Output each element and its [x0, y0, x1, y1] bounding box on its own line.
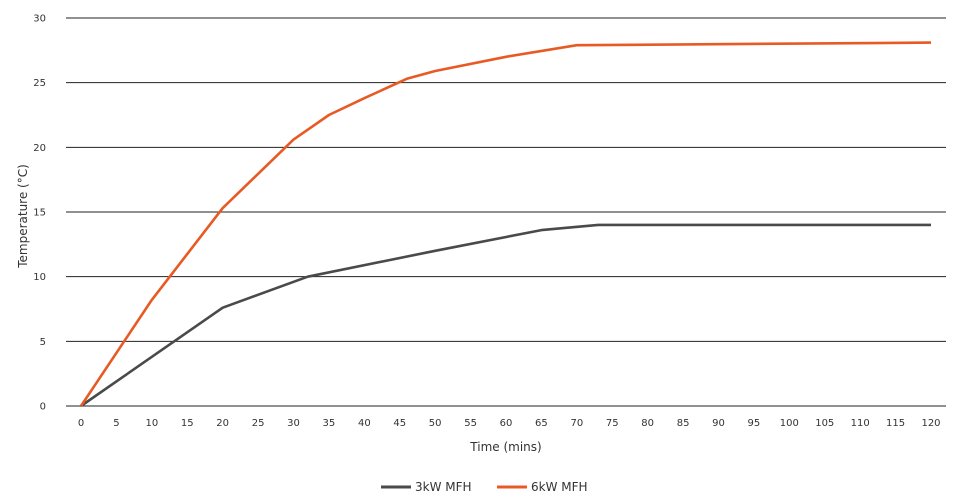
x-tick-label: 20: [216, 418, 229, 429]
x-tick-label: 45: [393, 418, 406, 429]
x-tick-label: 10: [145, 418, 158, 429]
x-tick-label: 90: [712, 418, 725, 429]
x-tick-label: 95: [748, 418, 761, 429]
x-tick-label: 0: [78, 418, 84, 429]
x-tick-label: 105: [815, 418, 834, 429]
series-line-1: [80, 223, 931, 408]
x-tick-label: 85: [677, 418, 690, 429]
x-tick-label: 40: [358, 418, 371, 429]
x-tick-label: 5: [113, 418, 119, 429]
y-tick-label: 15: [33, 208, 46, 219]
x-tick-label: 100: [780, 418, 799, 429]
y-tick-label: 25: [33, 78, 46, 89]
x-axis-ticks: 0 5 10 15 20 25 30 35 40 45 50 55 60 65 70 75 80 85 90 95 10…: [78, 418, 941, 429]
y-tick-label: 20: [33, 143, 46, 154]
x-tick-label: 50: [429, 418, 442, 429]
x-tick-label: 120: [921, 418, 940, 429]
x-tick-label: 115: [886, 418, 905, 429]
x-tick-label: 110: [851, 418, 870, 429]
x-tick-label: 80: [641, 418, 654, 429]
x-tick-label: 25: [252, 418, 265, 429]
x-tick-label: 55: [464, 418, 477, 429]
y-tick-label: 5: [40, 337, 46, 348]
x-axis-title: Time (mins): [469, 440, 541, 454]
x-tick-label: 30: [287, 418, 300, 429]
legend-label-1: 3kW MFH: [415, 480, 472, 494]
series-lines: [79, 41, 932, 408]
y-axis-title: Temperature (°C): [16, 164, 30, 269]
legend: 3kW MFH 6kW MFH: [381, 480, 588, 494]
x-tick-label: 65: [535, 418, 548, 429]
series-line-2: [79, 41, 932, 407]
legend-label-2: 6kW MFH: [531, 480, 588, 494]
x-tick-label: 60: [500, 418, 513, 429]
y-tick-label: 0: [40, 402, 46, 413]
x-tick-label: 70: [570, 418, 583, 429]
x-tick-label: 15: [181, 418, 194, 429]
y-tick-label: 10: [33, 272, 46, 283]
x-tick-label: 75: [606, 418, 619, 429]
gridlines: [66, 17, 946, 407]
y-tick-label: 30: [33, 14, 46, 25]
y-axis-ticks: 0 5 10 15 20 25 30: [33, 14, 46, 413]
x-tick-label: 35: [323, 418, 336, 429]
